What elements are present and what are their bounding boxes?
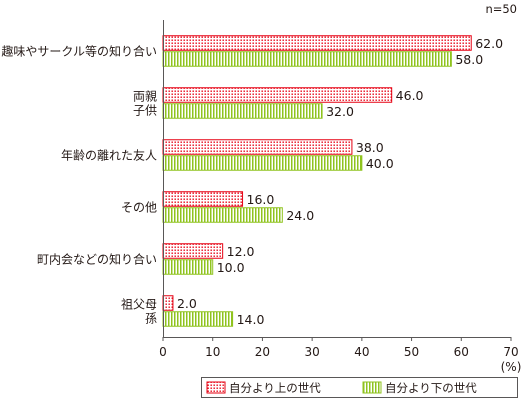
legend-box bbox=[201, 377, 518, 398]
data-label-upper-2: 38.0 bbox=[356, 140, 384, 155]
bar-lower-1 bbox=[162, 103, 323, 119]
category-label-0: 趣味やサークル等の知り合い bbox=[1, 44, 157, 59]
sample-size-note: n=50 bbox=[485, 2, 517, 16]
category-labels: 趣味やサークル等の知り合い両親子供年齢の離れた友人その他町内会などの知り合い祖父… bbox=[1, 44, 157, 326]
data-label-lower-1: 32.0 bbox=[326, 104, 354, 119]
data-label-upper-5: 2.0 bbox=[177, 296, 197, 311]
data-label-upper-3: 16.0 bbox=[247, 192, 275, 207]
x-tick-label-20: 20 bbox=[255, 345, 270, 359]
bar-upper-0 bbox=[162, 35, 472, 51]
legend-label-upper: 自分より上の世代 bbox=[229, 381, 321, 395]
category-label-1-0: 両親 bbox=[133, 90, 157, 104]
category-label-4: 町内会などの知り合い bbox=[37, 252, 157, 267]
bar-upper-3 bbox=[162, 191, 244, 207]
data-label-lower-2: 40.0 bbox=[366, 156, 394, 171]
data-label-lower-0: 58.0 bbox=[455, 52, 483, 67]
legend-swatch-lower bbox=[362, 381, 382, 394]
x-tick-label-0: 0 bbox=[159, 345, 167, 359]
category-label-2: 年齢の離れた友人 bbox=[61, 148, 157, 163]
bar-lower-5 bbox=[162, 311, 234, 327]
category-label-1-1: 子供 bbox=[133, 104, 157, 118]
x-tick-label-30: 30 bbox=[305, 345, 320, 359]
bar-upper-5 bbox=[162, 295, 174, 311]
x-axis: 0 10 20 30 40 50 60 70(%) bbox=[159, 20, 521, 374]
data-label-lower-5: 14.0 bbox=[237, 312, 265, 327]
data-label-upper-1: 46.0 bbox=[396, 88, 424, 103]
data-label-upper-4: 12.0 bbox=[227, 244, 255, 259]
category-label-5-1: 孫 bbox=[145, 312, 157, 326]
bar-lower-4 bbox=[162, 259, 214, 275]
bar-upper-2 bbox=[162, 139, 353, 155]
bar-upper-1 bbox=[162, 87, 393, 103]
legend: 自分より上の世代 自分より下の世代 bbox=[201, 377, 518, 398]
data-label-upper-0: 62.0 bbox=[475, 36, 503, 51]
data-label-lower-4: 10.0 bbox=[217, 260, 245, 275]
legend-label-lower: 自分より下の世代 bbox=[385, 381, 477, 395]
legend-swatch-upper bbox=[206, 381, 226, 394]
bar-upper-4 bbox=[162, 243, 224, 259]
bars-layer: 62.058.0 46.0 32.0 38.040.0 16.0 24.0 12.010.0… bbox=[162, 35, 503, 327]
x-tick-label-60: 60 bbox=[454, 345, 469, 359]
data-label-lower-3: 24.0 bbox=[286, 208, 314, 223]
x-tick-label-40: 40 bbox=[354, 345, 369, 359]
x-tick-label-50: 50 bbox=[404, 345, 419, 359]
bar-lower-3 bbox=[162, 207, 283, 223]
x-axis-unit: (%) bbox=[501, 360, 522, 374]
x-tick-label-70: 70 bbox=[503, 345, 518, 359]
bar-lower-2 bbox=[162, 155, 363, 171]
category-label-3: その他 bbox=[121, 201, 157, 215]
bar-lower-0 bbox=[162, 51, 452, 67]
category-label-5-0: 祖父母 bbox=[121, 297, 157, 312]
x-tick-label-10: 10 bbox=[205, 345, 220, 359]
